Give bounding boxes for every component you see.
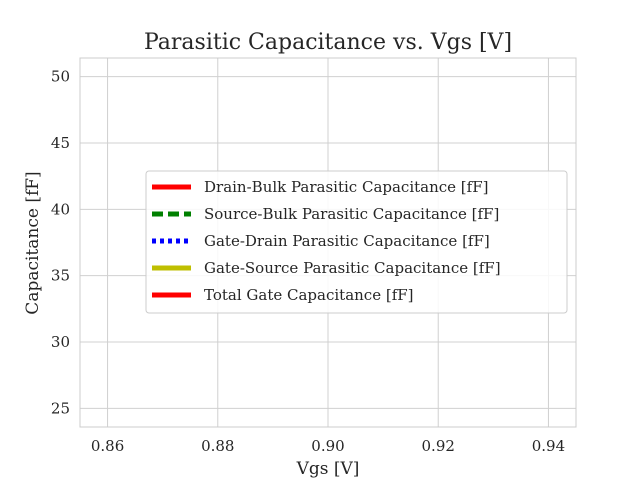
plot-frame — [79, 57, 577, 428]
x-tick-label: 0.86 — [91, 437, 124, 455]
x-tick-label: 0.92 — [422, 437, 455, 455]
x-tick-label: 0.94 — [532, 437, 565, 455]
legend-box — [145, 170, 568, 314]
y-tick-label: 45 — [51, 134, 70, 152]
x-tick-label: 0.90 — [311, 437, 344, 455]
x-tick-labels: 0.86 0.88 0.90 0.92 0.94 — [91, 437, 565, 455]
legend-label: Gate-Drain Parasitic Capacitance [fF] — [204, 232, 490, 250]
x-tick-label: 0.88 — [201, 437, 234, 455]
y-tick-label: 25 — [51, 399, 70, 417]
y-tick-label: 30 — [51, 333, 70, 351]
legend-label: Total Gate Capacitance [fF] — [204, 286, 414, 304]
y-tick-labels: 25 30 35 40 45 50 — [51, 68, 70, 418]
legend-label: Drain-Bulk Parasitic Capacitance [fF] — [204, 178, 488, 196]
legend: Drain-Bulk Parasitic Capacitance [fF] Sou… — [145, 170, 568, 314]
y-tick-label: 40 — [51, 200, 70, 218]
y-tick-label: 35 — [51, 267, 70, 285]
y-axis-label: Capacitance [fF] — [23, 171, 43, 314]
chart-title: Parasitic Capacitance vs. Vgs [V] — [144, 30, 512, 55]
x-axis-label: Vgs [V] — [296, 459, 360, 479]
legend-label: Source-Bulk Parasitic Capacitance [fF] — [204, 205, 499, 223]
legend-label: Gate-Source Parasitic Capacitance [fF] — [204, 259, 501, 277]
y-tick-label: 50 — [51, 68, 70, 86]
